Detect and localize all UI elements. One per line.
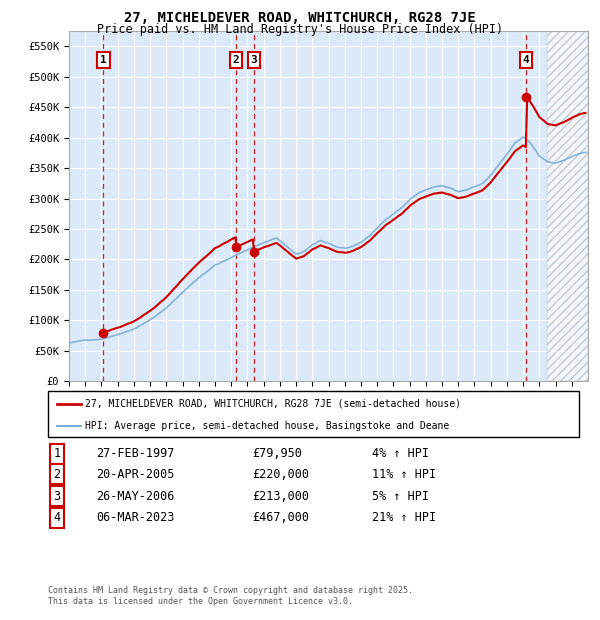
Text: 4: 4 <box>53 512 61 524</box>
Text: Contains HM Land Registry data © Crown copyright and database right 2025.: Contains HM Land Registry data © Crown c… <box>48 586 413 595</box>
Text: Price paid vs. HM Land Registry's House Price Index (HPI): Price paid vs. HM Land Registry's House … <box>97 23 503 36</box>
Text: 4% ↑ HPI: 4% ↑ HPI <box>372 448 429 460</box>
Text: £467,000: £467,000 <box>252 512 309 524</box>
Text: £79,950: £79,950 <box>252 448 302 460</box>
Text: 27-FEB-1997: 27-FEB-1997 <box>96 448 175 460</box>
Text: 21% ↑ HPI: 21% ↑ HPI <box>372 512 436 524</box>
Text: 26-MAY-2006: 26-MAY-2006 <box>96 490 175 502</box>
Text: This data is licensed under the Open Government Licence v3.0.: This data is licensed under the Open Gov… <box>48 597 353 606</box>
Text: 11% ↑ HPI: 11% ↑ HPI <box>372 468 436 481</box>
Text: £213,000: £213,000 <box>252 490 309 502</box>
Text: HPI: Average price, semi-detached house, Basingstoke and Deane: HPI: Average price, semi-detached house,… <box>85 421 449 431</box>
Text: 27, MICHELDEVER ROAD, WHITCHURCH, RG28 7JE (semi-detached house): 27, MICHELDEVER ROAD, WHITCHURCH, RG28 7… <box>85 399 461 409</box>
Text: 4: 4 <box>523 55 529 65</box>
Text: 2: 2 <box>53 468 61 481</box>
Text: 1: 1 <box>100 55 107 65</box>
Text: 3: 3 <box>251 55 257 65</box>
Text: 3: 3 <box>53 490 61 502</box>
Text: 20-APR-2005: 20-APR-2005 <box>96 468 175 481</box>
Text: 2: 2 <box>233 55 239 65</box>
Text: 27, MICHELDEVER ROAD, WHITCHURCH, RG28 7JE: 27, MICHELDEVER ROAD, WHITCHURCH, RG28 7… <box>124 11 476 25</box>
Text: 1: 1 <box>53 448 61 460</box>
Text: £220,000: £220,000 <box>252 468 309 481</box>
Text: 5% ↑ HPI: 5% ↑ HPI <box>372 490 429 502</box>
Text: 06-MAR-2023: 06-MAR-2023 <box>96 512 175 524</box>
